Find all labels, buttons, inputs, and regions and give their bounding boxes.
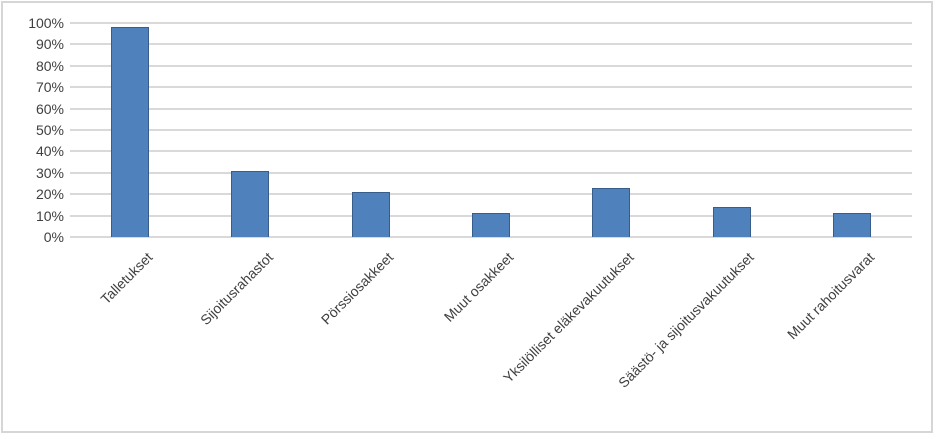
gridline-60 [70, 107, 912, 110]
x-axis: Talletukset Sijoitusrahastot Pörssiosakkee… [70, 249, 912, 429]
y-tick-label-80: 80% [35, 57, 64, 74]
bar-3 [472, 213, 510, 237]
gridline-40 [70, 150, 912, 153]
x-category-label-0: Talletukset [97, 249, 156, 308]
y-tick-label-30: 30% [35, 164, 64, 181]
y-tick-label-20: 20% [35, 186, 64, 203]
chart-frame: 0% 10% 20% 30% 40% 50% 60% 70% 80% 90% 100% Tallet… [1, 1, 933, 433]
y-tick-label-0: 0% [43, 229, 64, 245]
bar-1 [231, 170, 270, 237]
gridline-0 [70, 236, 912, 238]
y-tick-label-40: 40% [35, 143, 64, 160]
bar-5 [712, 207, 751, 237]
y-tick-label-70: 70% [35, 79, 64, 96]
y-tick-label-100: 100% [28, 15, 64, 31]
gridline-80 [70, 64, 912, 67]
x-category-label-6: Muut rahoitusvarat [783, 249, 878, 343]
x-category-label-5: Säästö- ja sijoitusvakuutukset [615, 249, 757, 391]
y-tick-label-60: 60% [35, 100, 64, 117]
gridline-20 [70, 193, 912, 196]
bar-0 [111, 27, 150, 237]
y-tick-label-50: 50% [35, 122, 64, 138]
bar-4 [592, 187, 631, 237]
gridline-70 [70, 86, 912, 89]
y-tick-label-10: 10% [35, 207, 64, 224]
gridline-90 [70, 43, 912, 46]
plot-area [70, 22, 912, 238]
x-category-label-3: Muut osakkeet [440, 249, 517, 325]
gridline-100 [70, 22, 912, 24]
gridline-30 [70, 171, 912, 174]
bar-2 [351, 192, 390, 237]
y-axis: 0% 10% 20% 30% 40% 50% 60% 70% 80% 90% 100% [3, 3, 64, 431]
y-tick-label-90: 90% [35, 36, 64, 53]
x-category-label-4: Yksilölliset eläkevakuutukset [499, 249, 637, 386]
x-category-label-1: Sijoitusrahastot [196, 249, 276, 328]
gridline-50 [70, 129, 912, 131]
x-category-label-2: Pörssiosakkeet [317, 249, 397, 328]
bar-6 [832, 213, 871, 237]
